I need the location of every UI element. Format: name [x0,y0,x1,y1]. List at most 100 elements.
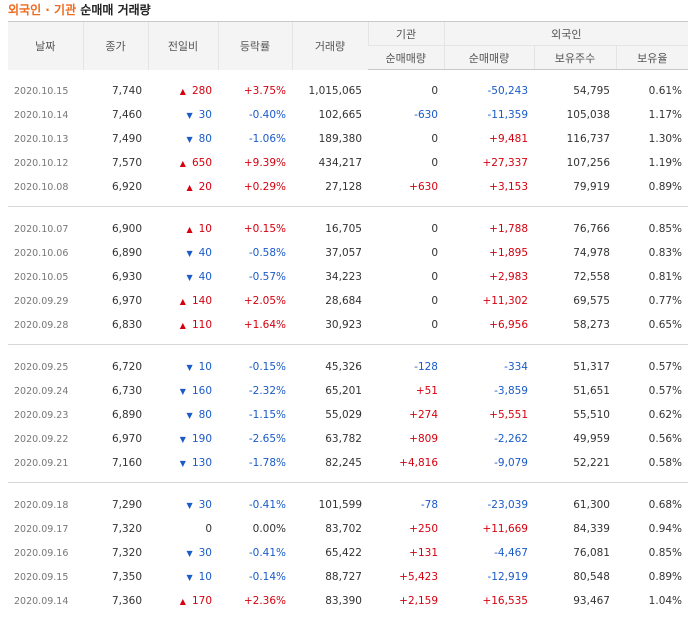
foreign-hold-cell: 84,339 [534,517,616,541]
group-spacer [8,208,688,217]
foreign-net-cell: -23,039 [444,493,534,517]
triangle-down-icon: ▼ [186,135,192,144]
close-cell: 7,160 [83,451,148,475]
volume-cell: 101,599 [292,493,368,517]
date-cell: 2020.09.18 [8,493,83,517]
close-cell: 6,730 [83,379,148,403]
inst-net-cell: +131 [368,541,444,565]
change-cell: 0 [148,517,218,541]
change-value: 80 [199,409,212,421]
foreign-ratio-cell: 0.57% [616,379,688,403]
inst-net-cell: -128 [368,355,444,379]
triangle-up-icon: ▲ [180,597,186,606]
change-value: 10 [199,223,212,235]
volume-cell: 102,665 [292,103,368,127]
foreign-hold-cell: 76,081 [534,541,616,565]
foreign-net-cell: -11,359 [444,103,534,127]
inst-net-cell: +630 [368,175,444,199]
date-cell: 2020.09.21 [8,451,83,475]
foreign-hold-cell: 116,737 [534,127,616,151]
volume-cell: 34,223 [292,265,368,289]
inst-net-cell: 0 [368,217,444,241]
group-gap [8,613,688,620]
foreign-ratio-cell: 0.94% [616,517,688,541]
date-cell: 2020.10.06 [8,241,83,265]
close-cell: 6,830 [83,313,148,337]
inst-net-cell: +4,816 [368,451,444,475]
change-cell: ▼190 [148,427,218,451]
foreign-ratio-cell: 0.89% [616,565,688,589]
col-header-foreign-ratio: 보유율 [616,46,688,70]
volume-cell: 55,029 [292,403,368,427]
foreign-net-cell: +3,153 [444,175,534,199]
rate-cell: +3.75% [218,79,292,103]
close-cell: 6,920 [83,175,148,199]
foreign-net-cell: +6,956 [444,313,534,337]
foreign-ratio-cell: 0.68% [616,493,688,517]
close-cell: 7,360 [83,589,148,613]
date-cell: 2020.09.23 [8,403,83,427]
change-value: 10 [199,571,212,583]
date-cell: 2020.09.17 [8,517,83,541]
triangle-down-icon: ▼ [186,363,192,372]
triangle-up-icon: ▲ [186,225,192,234]
change-value: 170 [192,595,212,607]
rate-cell: -0.41% [218,493,292,517]
foreign-hold-cell: 74,978 [534,241,616,265]
triangle-down-icon: ▼ [186,549,192,558]
change-value: 40 [199,247,212,259]
rate-cell: -1.78% [218,451,292,475]
rate-cell: -0.14% [218,565,292,589]
triangle-up-icon: ▲ [180,297,186,306]
inst-net-cell: +2,159 [368,589,444,613]
col-header-rate: 등락률 [218,22,292,70]
group-spacer [8,70,688,80]
triangle-up-icon: ▲ [180,321,186,330]
close-cell: 6,970 [83,289,148,313]
change-value: 130 [192,457,212,469]
section-title-rest: 순매매 거래량 [76,3,151,17]
change-cell: ▲280 [148,79,218,103]
date-cell: 2020.09.28 [8,313,83,337]
change-value: 20 [199,181,212,193]
rate-cell: -0.58% [218,241,292,265]
change-cell: ▼10 [148,355,218,379]
change-cell: ▼ 30 [148,541,218,565]
inst-net-cell: +250 [368,517,444,541]
foreign-net-cell: +5,551 [444,403,534,427]
foreign-net-cell: +11,669 [444,517,534,541]
triangle-down-icon: ▼ [186,573,192,582]
rate-cell: -0.40% [218,103,292,127]
foreign-hold-cell: 80,548 [534,565,616,589]
foreign-net-cell: -4,467 [444,541,534,565]
change-value: 40 [199,271,212,283]
date-cell: 2020.10.15 [8,79,83,103]
inst-net-cell: -78 [368,493,444,517]
close-cell: 6,890 [83,403,148,427]
change-value: 30 [199,547,212,559]
change-cell: ▼160 [148,379,218,403]
change-cell: ▲ 10 [148,217,218,241]
foreign-hold-cell: 55,510 [534,403,616,427]
inst-net-cell: +809 [368,427,444,451]
foreign-net-cell: -12,919 [444,565,534,589]
foreign-hold-cell: 76,766 [534,217,616,241]
foreign-ratio-cell: 1.19% [616,151,688,175]
col-header-close: 종가 [83,22,148,70]
group-gap [8,199,688,207]
volume-cell: 30,923 [292,313,368,337]
foreign-net-cell: -3,859 [444,379,534,403]
triangle-up-icon: ▲ [180,87,186,96]
rate-cell: -0.41% [218,541,292,565]
inst-net-cell: +5,423 [368,565,444,589]
